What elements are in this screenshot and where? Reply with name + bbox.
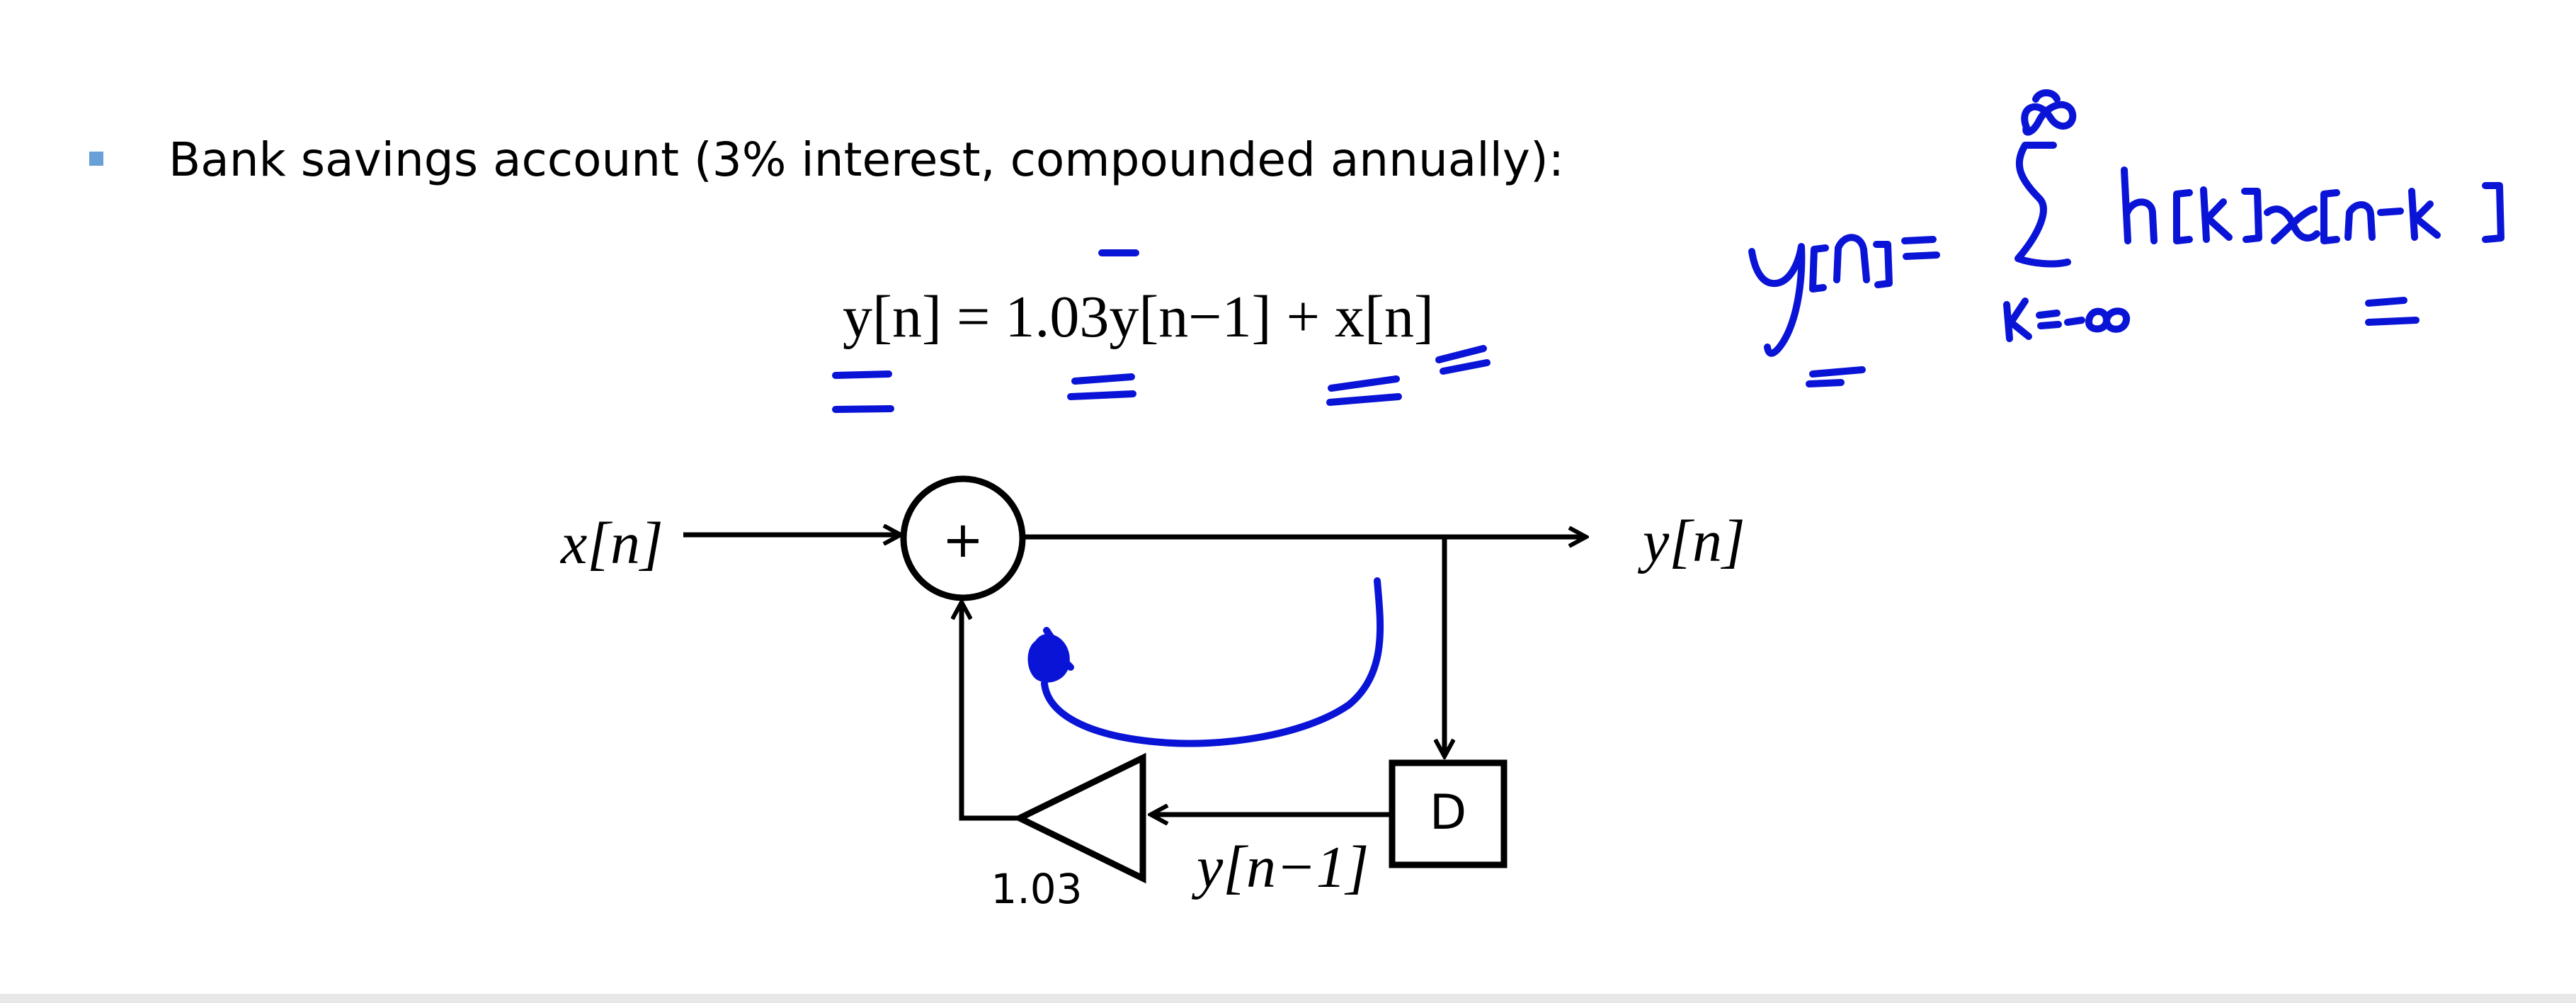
bullet-text: Bank savings account (3% interest, compo… bbox=[169, 132, 1564, 187]
gain-label: 1.03 bbox=[991, 865, 1082, 913]
input-label: x[n] bbox=[559, 511, 663, 577]
delay-label: D bbox=[1430, 785, 1466, 841]
adder-symbol: + bbox=[942, 511, 984, 569]
block-diagram: x[n] + y[n] D y[n−1] 1.03 bbox=[559, 475, 1745, 913]
gain-triangle bbox=[1012, 752, 1146, 884]
bullet-square-icon bbox=[89, 152, 103, 166]
formula-underline-marks bbox=[1806, 297, 2420, 387]
feedback-label: y[n−1] bbox=[1191, 834, 1369, 900]
delay-block bbox=[1389, 759, 1508, 868]
output-label: y[n] bbox=[1637, 509, 1745, 574]
equation-underline-marks bbox=[832, 249, 1491, 413]
feedback-return-arrow bbox=[962, 602, 1020, 821]
difference-equation: y[n] = 1.03y[n−1] + x[n] bbox=[843, 284, 1434, 350]
handwritten-feedback-curve bbox=[1027, 577, 1384, 747]
handwritten-convolution-sum bbox=[1748, 89, 2504, 357]
footer-divider bbox=[0, 994, 2576, 1003]
